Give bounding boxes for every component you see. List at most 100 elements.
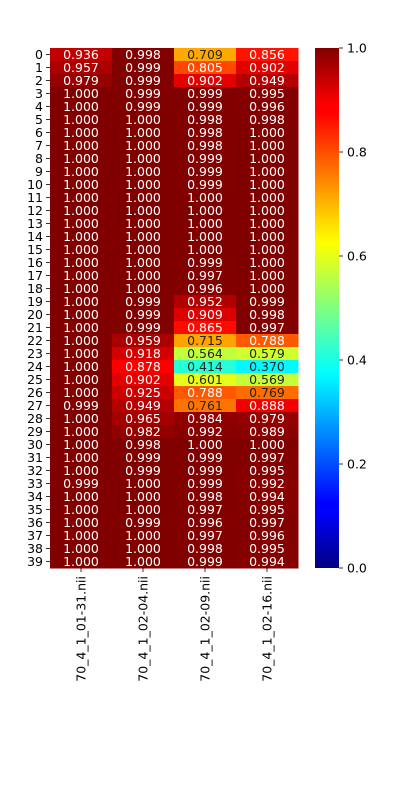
heatmap-cell-value: 0.952 — [187, 294, 223, 309]
heatmap-cell-value: 0.998 — [249, 307, 285, 322]
heatmap-cell-value: 0.965 — [125, 411, 161, 426]
heatmap-cell — [236, 555, 299, 569]
heatmap-cell — [50, 269, 113, 283]
heatmap-cell-value: 1.000 — [63, 86, 99, 101]
heatmap-cell-value: 0.996 — [187, 281, 223, 296]
colorbar-tick-label: 0.6 — [347, 249, 367, 264]
heatmap-cell — [236, 243, 299, 257]
heatmap-cell — [50, 126, 113, 140]
heatmap-cell — [112, 529, 175, 543]
heatmap-cell-value: 1.000 — [249, 437, 285, 452]
row-tick-label: 38 — [27, 541, 43, 556]
heatmap-cell — [174, 503, 237, 517]
heatmap-cell — [50, 412, 113, 426]
heatmap-cell — [174, 113, 237, 127]
heatmap-cell — [50, 48, 113, 62]
heatmap-cell-value: 1.000 — [63, 307, 99, 322]
row-tick-label: 33 — [27, 476, 43, 491]
heatmap-cell-value: 0.997 — [187, 268, 223, 283]
heatmap-cell-value: 0.902 — [187, 73, 223, 88]
heatmap-cell-value: 0.999 — [187, 255, 223, 270]
heatmap-cell-value: 0.997 — [249, 515, 285, 530]
heatmap-cell — [50, 334, 113, 348]
row-tick-label: 1 — [35, 60, 43, 75]
heatmap-cell-value: 1.000 — [187, 203, 223, 218]
heatmap-cell — [112, 139, 175, 153]
heatmap-cell-value: 0.999 — [187, 463, 223, 478]
heatmap-cell-value: 1.000 — [63, 359, 99, 374]
colorbar — [315, 48, 339, 568]
heatmap-cell-value: 1.000 — [125, 216, 161, 231]
heatmap-cell — [112, 373, 175, 387]
heatmap-cell — [174, 178, 237, 192]
heatmap-cell-value: 1.000 — [125, 502, 161, 517]
heatmap-cell — [174, 529, 237, 543]
heatmap-cell-value: 0.998 — [125, 47, 161, 62]
heatmap-cell — [112, 321, 175, 335]
heatmap-cell-value: 1.000 — [125, 164, 161, 179]
heatmap-cell — [50, 386, 113, 400]
heatmap-cell — [174, 152, 237, 166]
heatmap-cell — [50, 308, 113, 322]
heatmap-cell — [236, 542, 299, 556]
heatmap-cell — [236, 165, 299, 179]
row-tick-label: 36 — [27, 515, 43, 530]
row-tick-label: 13 — [27, 216, 43, 231]
heatmap-cell — [112, 217, 175, 231]
row-tick-label: 7 — [35, 138, 43, 153]
heatmap-cell-value: 0.564 — [187, 346, 223, 361]
heatmap-cell — [112, 425, 175, 439]
row-tick-label: 14 — [27, 229, 43, 244]
heatmap-cell — [50, 347, 113, 361]
heatmap-cell — [174, 282, 237, 296]
heatmap-cell — [236, 360, 299, 374]
heatmap-cell — [112, 152, 175, 166]
heatmap-cell — [174, 230, 237, 244]
heatmap-cell-value: 0.999 — [187, 164, 223, 179]
heatmap-cell — [112, 412, 175, 426]
row-tick-label: 20 — [27, 307, 43, 322]
row-tick-label: 34 — [27, 489, 43, 504]
heatmap-cell-value: 0.957 — [63, 60, 99, 75]
heatmap-cell-value: 1.000 — [249, 190, 285, 205]
heatmap-cell-value: 0.989 — [249, 424, 285, 439]
heatmap-cell — [236, 113, 299, 127]
heatmap-cell-value: 0.996 — [249, 99, 285, 114]
heatmap-cell — [236, 438, 299, 452]
row-tick-label: 30 — [27, 437, 43, 452]
heatmap-cell — [50, 178, 113, 192]
heatmap-cell-value: 1.000 — [125, 242, 161, 257]
heatmap-cell-value: 0.994 — [249, 489, 285, 504]
heatmap-cell-value: 0.999 — [125, 99, 161, 114]
row-tick-label: 17 — [27, 268, 43, 283]
heatmap-cell-value: 1.000 — [63, 515, 99, 530]
heatmap-cell — [50, 230, 113, 244]
heatmap-cell — [112, 74, 175, 88]
heatmap-cell-value: 0.878 — [125, 359, 161, 374]
heatmap-cell — [174, 61, 237, 75]
heatmap-cell — [174, 412, 237, 426]
row-tick-label: 24 — [27, 359, 43, 374]
heatmap-cell — [236, 477, 299, 491]
row-tick-label: 3 — [35, 86, 43, 101]
colorbar-tick-label: 0.2 — [347, 457, 367, 472]
heatmap-cell — [50, 425, 113, 439]
heatmap-cell — [112, 178, 175, 192]
heatmap-cell-value: 0.601 — [187, 372, 223, 387]
heatmap-cell — [112, 451, 175, 465]
heatmap-cell — [112, 360, 175, 374]
heatmap-cell — [112, 256, 175, 270]
heatmap-cell-value: 1.000 — [63, 190, 99, 205]
heatmap-cell — [50, 490, 113, 504]
heatmap-cell-value: 0.995 — [249, 541, 285, 556]
heatmap-cell-value: 1.000 — [63, 125, 99, 140]
heatmap-cell — [112, 113, 175, 127]
heatmap-cell — [112, 516, 175, 530]
row-tick-label: 31 — [27, 450, 43, 465]
heatmap-cell — [174, 256, 237, 270]
heatmap-cell-value: 0.902 — [125, 372, 161, 387]
heatmap-cell-value: 1.000 — [63, 463, 99, 478]
heatmap-cell-value: 1.000 — [125, 476, 161, 491]
heatmap-cell — [112, 347, 175, 361]
heatmap-cell — [112, 230, 175, 244]
